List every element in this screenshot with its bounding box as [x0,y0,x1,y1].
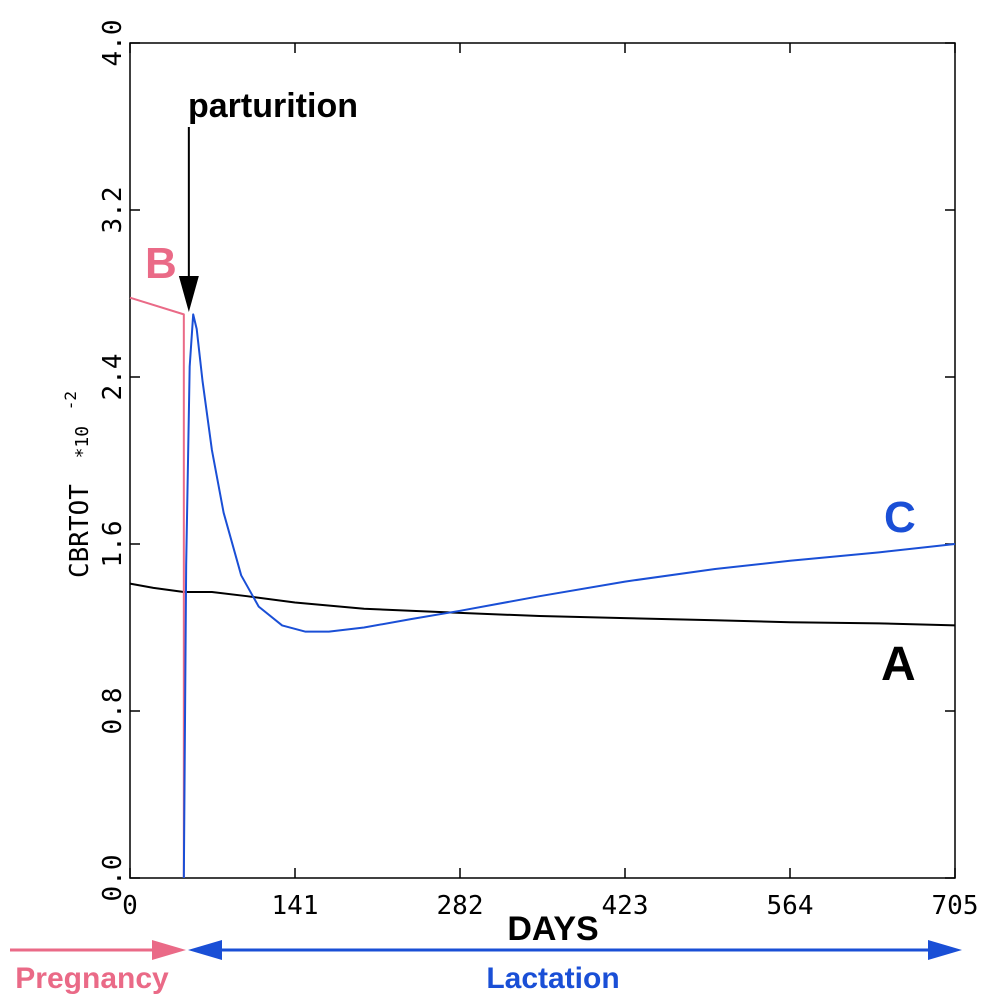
x-tick-label: 0 [122,891,138,921]
lactation-label: Lactation [486,962,619,995]
pregnancy-label: Pregnancy [15,962,169,995]
lactation-arrow-head-left [188,940,222,960]
x-tick-label: 705 [932,891,979,921]
y-tick-label: 0.0 [98,855,128,902]
lactation-arrow-head-right [928,940,962,960]
x-axis: 0 141 282 423 564 705 [122,43,978,921]
x-axis-title: DAYS [507,910,598,948]
y-axis: 0.0 0.8 1.6 2.4 3.2 4.0 [98,20,955,902]
y-tick-label: 3.2 [98,187,128,234]
svg-text:CBRTOT *10 -2: CBRTOT *10 -2 [61,391,95,578]
parturition-label: parturition [188,87,358,125]
series-label-a: A [881,638,916,691]
y-axis-title: CBRTOT [65,484,95,578]
x-tick-label: 282 [437,891,484,921]
x-tick-label: 141 [272,891,319,921]
y-tick-label: 1.6 [98,521,128,568]
series-label-c: C [884,493,916,542]
series-line-b [129,296,185,878]
y-tick-label: 2.4 [98,354,128,401]
series-line-a [129,582,956,627]
plot-frame [129,42,956,879]
y-axis-label: CBRTOT *10 -2 [61,391,95,578]
y-tick-label: 4.0 [98,20,128,67]
x-tick-label: 564 [767,891,814,921]
y-axis-exponent: -2 [61,391,80,410]
series-line-c [182,313,956,879]
x-tick-label: 423 [602,891,649,921]
series-layer [129,296,956,879]
pregnancy-arrow-head [152,940,186,960]
y-tick-label: 0.8 [98,688,128,735]
y-axis-multiplier: *10 [72,426,93,459]
series-label-b: B [145,239,177,288]
parturition-arrow-head [178,276,199,312]
